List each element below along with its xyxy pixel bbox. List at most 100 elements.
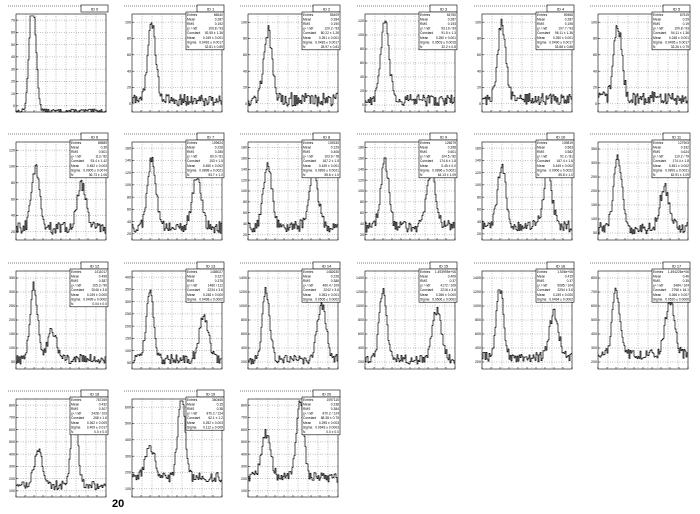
panel-title: ID 18 bbox=[90, 392, 100, 397]
stats-value: 80.0 / 81 bbox=[210, 155, 223, 159]
y-tick-label: 80 bbox=[593, 37, 597, 41]
stats-value: 0.226 bbox=[331, 274, 339, 278]
stats-value: 0.0891 ± 0.0021 bbox=[665, 168, 689, 172]
stats-label: RMS bbox=[537, 150, 545, 154]
histogram-line bbox=[132, 157, 222, 234]
stats-value: 0.432 bbox=[99, 402, 107, 406]
y-tick-label: 50 bbox=[127, 361, 131, 365]
y-tick-label: 180 bbox=[241, 146, 247, 150]
stats-label: Mean bbox=[653, 293, 661, 297]
stats-label: RMS bbox=[187, 407, 195, 411]
stats-label: Mean bbox=[653, 17, 661, 21]
histogram-line bbox=[16, 401, 106, 491]
stats-value: 109.8 / 93 bbox=[208, 27, 223, 31]
stats-label: χ² / ndf bbox=[420, 155, 430, 159]
y-tick-label: 0 bbox=[13, 104, 15, 108]
y-tick-label: 600 bbox=[358, 332, 364, 336]
stats-value: 0.226 bbox=[215, 145, 223, 149]
stats-value: 360465 bbox=[212, 398, 223, 402]
stats-label: χ² / ndf bbox=[71, 284, 81, 288]
y-tick-label: 0 bbox=[595, 102, 597, 106]
y-tick-label: 50 bbox=[11, 360, 15, 364]
stats-value: 0.15 bbox=[217, 402, 224, 406]
stats-value: 0.0893 ± 0.0021 bbox=[315, 168, 339, 172]
stats-label: N bbox=[71, 173, 74, 177]
stats-value: 69466 bbox=[564, 13, 573, 17]
stats-value: 0.287 bbox=[215, 17, 223, 21]
stats-box bbox=[69, 139, 109, 179]
stats-label: N bbox=[303, 173, 306, 177]
stats-value: 0.04 ± 0.0 bbox=[92, 302, 107, 306]
y-tick-label: 200 bbox=[591, 360, 597, 364]
y-tick-label: 80 bbox=[477, 37, 481, 41]
stats-label: N bbox=[303, 45, 306, 49]
y-tick-label: 0 bbox=[362, 103, 364, 107]
stats-label: χ² / ndf bbox=[303, 412, 313, 416]
stats-box bbox=[185, 139, 225, 179]
histogram-line bbox=[598, 154, 688, 235]
stats-value: 55.6 ± 1.0 bbox=[324, 173, 339, 177]
y-tick-label: 120 bbox=[475, 171, 481, 175]
stats-value: 268 ± 1.6 bbox=[93, 416, 107, 420]
y-tick-label: 80 bbox=[11, 181, 15, 185]
stats-label: N bbox=[303, 430, 306, 434]
stats-label: Constant bbox=[71, 288, 84, 292]
stats-label: Constant bbox=[537, 159, 550, 163]
y-tick-label: 200 bbox=[125, 471, 131, 475]
histogram-panel: ID 16 200 400 600 800 1000 1200 1400 Entries 1.50… bbox=[473, 261, 575, 370]
stats-label: χ² / ndf bbox=[653, 155, 663, 159]
stats-label: Mean bbox=[187, 36, 195, 40]
stats-value: 0.287 bbox=[448, 17, 456, 21]
y-tick-label: 400 bbox=[475, 346, 481, 350]
y-tick-label: 100 bbox=[241, 189, 247, 193]
stats-box bbox=[301, 268, 341, 303]
stats-value: 109.8 / 93 bbox=[674, 27, 689, 31]
histogram-line bbox=[248, 286, 338, 365]
stats-value: 1482630 bbox=[326, 270, 339, 274]
stats-label: Sigma bbox=[420, 168, 430, 172]
stats-value: 0.38 bbox=[217, 407, 224, 411]
y-tick-label: 800 bbox=[241, 318, 247, 322]
stats-value: 64.13 ± 1.09 bbox=[438, 173, 456, 177]
y-tick-label: 400 bbox=[241, 452, 247, 456]
y-tick-label: 60 bbox=[127, 208, 131, 212]
stats-label: N bbox=[653, 173, 656, 177]
stats-value: 0.415 bbox=[565, 274, 573, 278]
stats-value: 0.384 bbox=[331, 407, 339, 411]
stats-value: 93.19 / 93 bbox=[441, 27, 456, 31]
stats-label: Mean bbox=[653, 36, 661, 40]
stats-label: Entries bbox=[537, 13, 548, 17]
y-tick-label: 140 bbox=[475, 159, 481, 163]
stats-label: N bbox=[420, 173, 423, 177]
y-tick-label: 500 bbox=[125, 422, 131, 426]
stats-value: 0.0906 ± 0.0022 bbox=[549, 168, 573, 172]
y-tick-label: 60 bbox=[11, 31, 15, 35]
stats-value: 0.295 ± 0.003 bbox=[319, 421, 339, 425]
y-tick-label: 40 bbox=[593, 69, 597, 73]
stats-label: RMS bbox=[420, 22, 428, 26]
plot-frame bbox=[15, 13, 107, 113]
y-tick-label: 400 bbox=[591, 332, 597, 336]
y-tick-label: 200 bbox=[9, 477, 15, 481]
y-tick-label: 50 bbox=[593, 231, 597, 235]
y-tick-label: 80 bbox=[477, 195, 481, 199]
y-tick-label: 40 bbox=[127, 220, 131, 224]
y-tick-label: 400 bbox=[9, 452, 15, 456]
y-tick-label: 500 bbox=[591, 318, 597, 322]
panel-title: ID 17 bbox=[672, 264, 682, 269]
y-tick-label: 100 bbox=[9, 346, 15, 350]
stats-box bbox=[185, 396, 225, 431]
stats-value: 0.193 bbox=[448, 22, 456, 26]
histogram-panel: ID 3 0 20 40 60 80 100 120 Entries 64760 Mean 0.287… bbox=[357, 4, 458, 113]
y-tick-label: 20 bbox=[360, 89, 364, 93]
histogram-panel: ID 5 0 20 40 60 80 100 Entries 67519 Mean 0.29 RMS 0… bbox=[590, 4, 691, 113]
stats-box bbox=[535, 139, 575, 179]
y-tick-label: 400 bbox=[125, 438, 131, 442]
stats-label: Entries bbox=[303, 398, 314, 402]
y-tick-label: 300 bbox=[125, 300, 131, 304]
stats-value: 0.227 bbox=[215, 274, 223, 278]
y-tick-label: 100 bbox=[591, 20, 597, 24]
histogram-line bbox=[16, 164, 106, 235]
stats-value: 2216 ± 3.6 bbox=[440, 288, 456, 292]
stats-label: Mean bbox=[420, 17, 428, 21]
